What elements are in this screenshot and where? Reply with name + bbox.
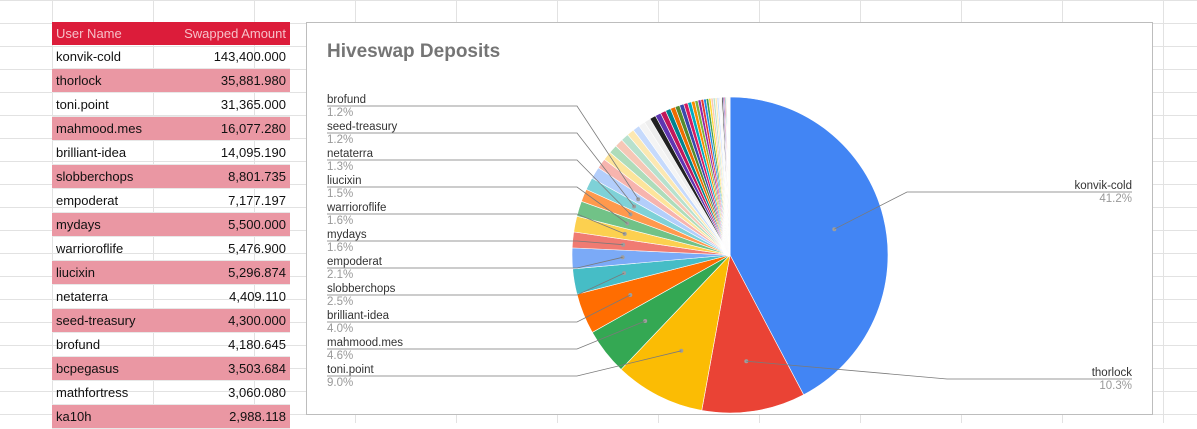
slice-label: liucixin — [327, 175, 362, 187]
cell-user-name[interactable]: brilliant-idea — [52, 141, 162, 165]
cell-user-name[interactable]: bcpegasus — [52, 357, 162, 381]
header-user-name[interactable]: User Name — [52, 22, 162, 45]
table-header-row: User Name Swapped Amount — [52, 22, 290, 45]
slice-label: netaterra — [327, 148, 374, 160]
slice-percent: 4.6% — [327, 350, 353, 362]
slice-label: warrioroflife — [326, 202, 386, 214]
cell-user-name[interactable]: mathfortress — [52, 381, 162, 405]
slice-label: seed-treasury — [327, 121, 398, 133]
cell-user-name[interactable]: netaterra — [52, 285, 162, 309]
cell-user-name[interactable]: mahmood.mes — [52, 117, 162, 141]
cell-swapped-amount[interactable]: 3,060.080 — [162, 381, 290, 405]
slice-percent: 1.2% — [327, 107, 353, 119]
slice-percent: 1.3% — [327, 161, 353, 173]
slice-percent: 1.5% — [327, 188, 353, 200]
slice-label: thorlock — [1092, 367, 1133, 379]
cell-swapped-amount[interactable]: 31,365.000 — [162, 93, 290, 117]
cell-swapped-amount[interactable]: 14,095.190 — [162, 141, 290, 165]
slice-percent: 9.0% — [327, 377, 353, 389]
cell-user-name[interactable]: slobberchops — [52, 165, 162, 189]
cell-user-name[interactable]: thorlock — [52, 69, 162, 93]
slice-percent: 10.3% — [1099, 380, 1132, 392]
cell-user-name[interactable]: toni.point — [52, 93, 162, 117]
cell-user-name[interactable]: liucixin — [52, 261, 162, 285]
cell-swapped-amount[interactable]: 4,409.110 — [162, 285, 290, 309]
cell-swapped-amount[interactable]: 16,077.280 — [162, 117, 290, 141]
cell-swapped-amount[interactable]: 4,300.000 — [162, 309, 290, 333]
slice-label: empoderat — [327, 256, 383, 268]
slice-label: slobberchops — [327, 283, 396, 295]
slice-label: mahmood.mes — [327, 337, 403, 349]
cell-user-name[interactable]: ka10h — [52, 405, 162, 429]
slice-percent: 2.5% — [327, 296, 353, 308]
pie-chart: brofund1.2%seed-treasury1.2%netaterra1.3… — [307, 23, 1152, 414]
cell-swapped-amount[interactable]: 5,500.000 — [162, 213, 290, 237]
cell-swapped-amount[interactable]: 7,177.197 — [162, 189, 290, 213]
cell-user-name[interactable]: warrioroflife — [52, 237, 162, 261]
cell-user-name[interactable]: seed-treasury — [52, 309, 162, 333]
slice-percent: 1.6% — [327, 242, 353, 254]
slice-percent: 1.6% — [327, 215, 353, 227]
slice-label: mydays — [327, 229, 367, 241]
slice-label: brofund — [327, 94, 366, 106]
cell-swapped-amount[interactable]: 35,881.980 — [162, 69, 290, 93]
cell-swapped-amount[interactable]: 5,476.900 — [162, 237, 290, 261]
cell-swapped-amount[interactable]: 8,801.735 — [162, 165, 290, 189]
slice-percent: 41.2% — [1099, 193, 1132, 205]
slice-label: konvik-cold — [1074, 180, 1132, 192]
cell-user-name[interactable]: brofund — [52, 333, 162, 357]
cell-swapped-amount[interactable]: 5,296.874 — [162, 261, 290, 285]
slice-label: toni.point — [327, 364, 374, 376]
slice-percent: 1.2% — [327, 134, 353, 146]
cell-user-name[interactable]: empoderat — [52, 189, 162, 213]
slice-percent: 4.0% — [327, 323, 353, 335]
cell-user-name[interactable]: konvik-cold — [52, 45, 162, 69]
cell-swapped-amount[interactable]: 143,400.000 — [162, 45, 290, 69]
slice-label: brilliant-idea — [327, 310, 390, 322]
slice-percent: 2.1% — [327, 269, 353, 281]
cell-swapped-amount[interactable]: 3,503.684 — [162, 357, 290, 381]
cell-user-name[interactable]: mydays — [52, 213, 162, 237]
header-swapped-amount[interactable]: Swapped Amount — [162, 22, 290, 45]
cell-swapped-amount[interactable]: 4,180.645 — [162, 333, 290, 357]
cell-swapped-amount[interactable]: 2,988.118 — [162, 405, 290, 429]
